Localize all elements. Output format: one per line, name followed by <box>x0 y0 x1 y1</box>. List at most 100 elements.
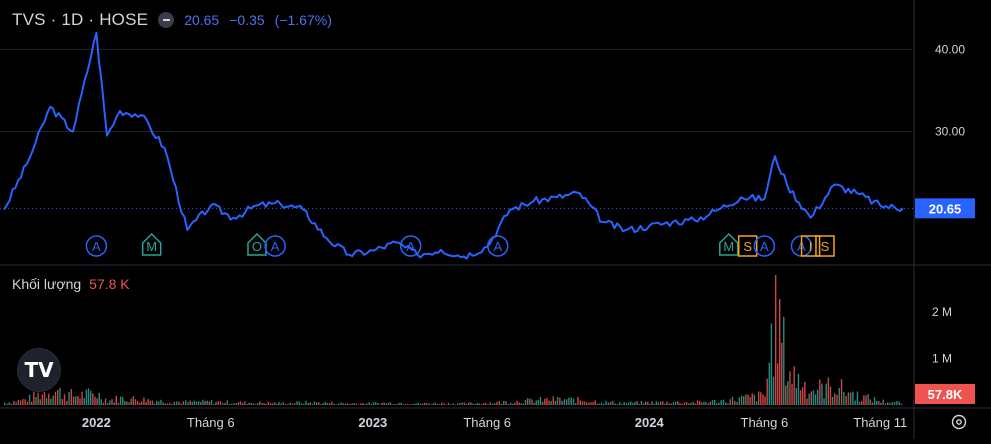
time-axis-label: Tháng 6 <box>187 415 235 430</box>
volume-bar <box>307 403 309 405</box>
volume-bar <box>575 403 577 405</box>
time-axis-label: Tháng 6 <box>741 415 789 430</box>
volume-bar <box>647 401 649 405</box>
volume-bar <box>472 403 474 405</box>
event-marker-other[interactable]: O <box>247 232 267 256</box>
volume-bar <box>731 396 734 405</box>
volume-bar <box>213 403 215 405</box>
event-marker-split[interactable]: S <box>737 235 758 257</box>
volume-bar <box>642 403 645 405</box>
volume-bar <box>217 401 219 405</box>
event-marker-meeting[interactable]: M <box>141 232 162 256</box>
volume-bar <box>683 402 686 405</box>
tradingview-logo[interactable]: TV <box>17 348 61 392</box>
volume-bar <box>294 403 296 405</box>
volume-bar <box>96 398 98 405</box>
volume-bar <box>158 401 160 405</box>
volume-bar <box>470 402 472 405</box>
volume-bar <box>66 400 68 405</box>
volume-bar <box>48 393 50 405</box>
volume-header: Khối lượng 57.8 K <box>12 276 130 292</box>
volume-bar <box>111 399 113 405</box>
volume-bar <box>781 342 783 405</box>
event-marker-split[interactable]: S <box>815 235 835 257</box>
volume-bar <box>85 389 88 405</box>
volume-bar <box>797 373 800 405</box>
event-marker-dividend[interactable]: A <box>487 235 509 257</box>
event-marker-dividend[interactable]: A <box>85 235 108 257</box>
volume-bar <box>320 403 322 405</box>
volume-bar <box>489 402 491 405</box>
volume-bar <box>303 403 305 405</box>
volume-bar <box>189 400 191 405</box>
volume-bar <box>252 403 255 405</box>
volume-bar <box>22 398 24 405</box>
volume-bar <box>43 391 46 405</box>
volume-bar <box>128 402 130 405</box>
event-marker-letter: I <box>809 239 813 254</box>
volume-bar <box>854 400 856 405</box>
volume-bar <box>143 397 145 405</box>
symbol-title[interactable]: TVS · 1D · HOSE <box>12 10 149 29</box>
event-marker-shape <box>815 235 835 257</box>
volume-bar <box>636 401 638 405</box>
time-axis-label: 2024 <box>635 415 665 430</box>
volume-bar <box>291 403 294 405</box>
volume-bar <box>87 388 90 405</box>
volume-bar <box>688 403 690 405</box>
volume-bar <box>311 403 314 405</box>
volume-bar <box>698 400 701 405</box>
volume-label[interactable]: Khối lượng <box>12 276 82 292</box>
volume-bar <box>707 403 709 405</box>
volume-bar <box>119 396 122 405</box>
volume-bar <box>344 403 347 405</box>
volume-bar <box>109 400 111 405</box>
volume-bar <box>524 399 527 405</box>
volume-bar <box>740 395 743 405</box>
event-marker-meeting[interactable]: M <box>719 232 739 256</box>
volume-bar <box>685 401 688 405</box>
volume-bar <box>863 395 865 405</box>
volume-bar <box>843 391 845 405</box>
volume-bar <box>694 403 697 405</box>
hide-indicator-button[interactable] <box>158 12 175 28</box>
volume-bar <box>219 401 222 405</box>
volume-bar <box>896 401 898 405</box>
volume-bar <box>627 402 630 405</box>
volume-bar <box>357 404 360 405</box>
volume-bar <box>651 401 653 405</box>
volume-bar <box>383 402 385 405</box>
event-marker-dividend[interactable]: A <box>264 235 286 257</box>
volume-bar <box>222 403 224 405</box>
volume-bar <box>417 402 419 405</box>
volume-bar <box>402 404 405 405</box>
volume-bar <box>821 383 823 405</box>
volume-bar <box>206 400 208 405</box>
settings-gear-icon[interactable] <box>950 413 968 431</box>
volume-bar <box>747 394 749 405</box>
volume-bar <box>762 394 764 405</box>
volume-bar <box>404 404 407 405</box>
volume-bar <box>166 403 169 405</box>
event-marker-letter: A <box>271 239 280 254</box>
volume-bar <box>478 403 481 405</box>
volume-bar <box>594 400 596 405</box>
volume-bar <box>39 399 41 405</box>
volume-bar <box>318 402 320 405</box>
event-marker-shape <box>399 235 422 257</box>
event-marker-dividend[interactable]: A <box>399 235 422 257</box>
volume-bar <box>276 403 278 405</box>
volume-bar <box>577 396 579 405</box>
volume-bar <box>507 403 510 405</box>
last-volume-badge <box>915 384 975 404</box>
volume-bar <box>355 403 358 405</box>
volume-bar <box>556 396 559 405</box>
event-marker-dividend[interactable]: A <box>753 235 776 257</box>
volume-bar <box>838 387 840 405</box>
event-marker-issue[interactable]: I <box>800 235 821 257</box>
volume-bar <box>182 401 185 405</box>
volume-bar <box>452 403 454 405</box>
